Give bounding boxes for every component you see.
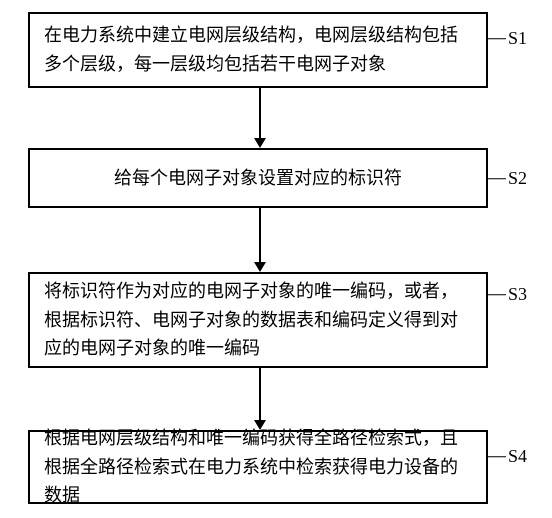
node-text: 根据电网层级结构和唯一编码获得全路径检索式，且根据全路径检索式在电力系统中检索获…: [44, 424, 472, 510]
flowchart-node: 将标识符作为对应的电网子对象的唯一编码，或者，根据标识符、电网子对象的数据表和编…: [28, 272, 488, 368]
flowchart-node: 根据电网层级结构和唯一编码获得全路径检索式，且根据全路径检索式在电力系统中检索获…: [28, 430, 488, 504]
node-text: 给每个电网子对象设置对应的标识符: [114, 164, 402, 193]
step-label: S4: [508, 446, 527, 467]
flowchart-node: 给每个电网子对象设置对应的标识符: [28, 148, 488, 208]
step-label: S3: [508, 284, 527, 305]
flowchart-container: 在电力系统中建立电网层级结构，电网层级结构包括多个层级，每一层级均包括若干电网子…: [0, 0, 552, 518]
flowchart-node: 在电力系统中建立电网层级结构，电网层级结构包括多个层级，每一层级均包括若干电网子…: [28, 12, 488, 88]
step-label: S1: [508, 28, 527, 49]
node-text: 在电力系统中建立电网层级结构，电网层级结构包括多个层级，每一层级均包括若干电网子…: [44, 21, 472, 79]
step-label: S2: [508, 168, 527, 189]
node-text: 将标识符作为对应的电网子对象的唯一编码，或者，根据标识符、电网子对象的数据表和编…: [44, 277, 472, 363]
